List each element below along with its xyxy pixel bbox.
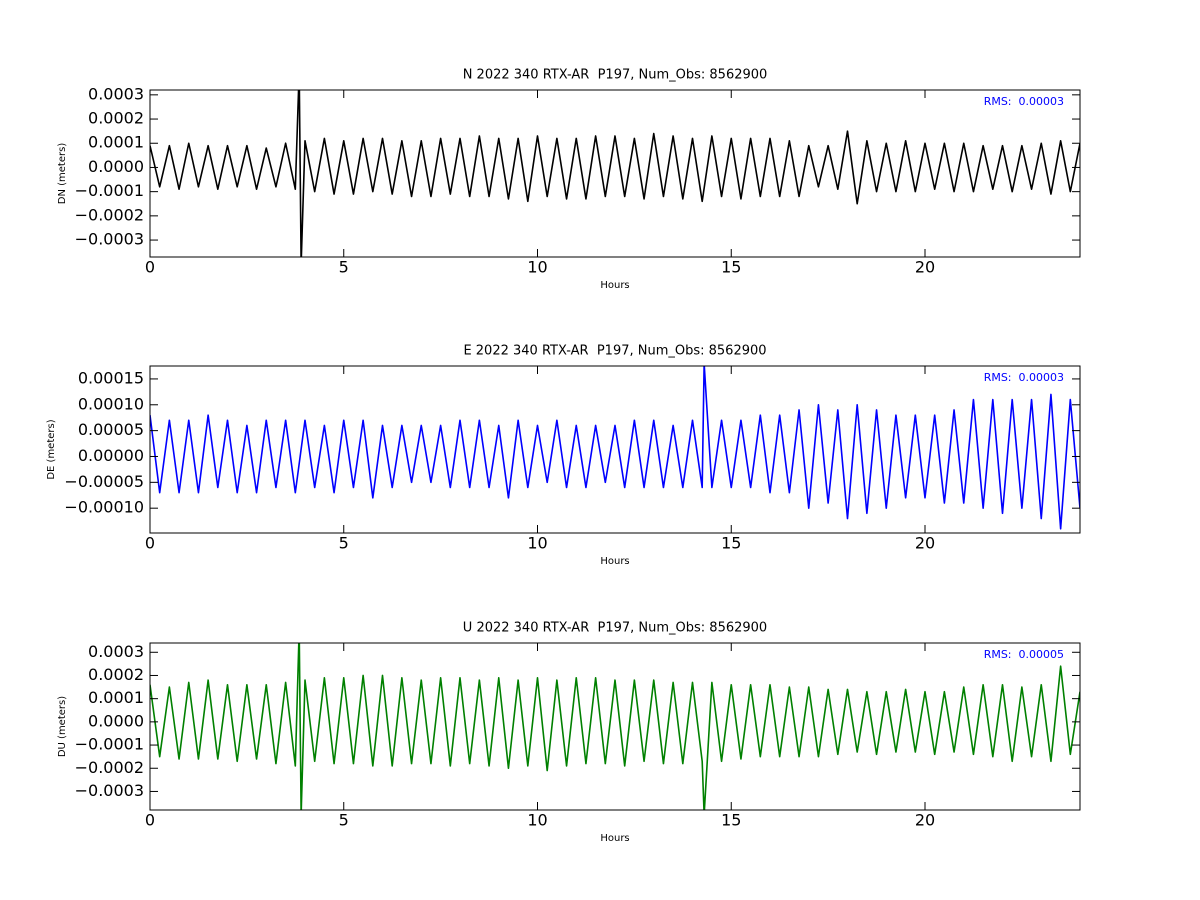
y-tick-label: −0.00010 <box>64 498 144 517</box>
data-line <box>150 643 1080 810</box>
rms-annotation: RMS: 0.00003 <box>984 371 1064 384</box>
y-tick-label: 0.0002 <box>88 665 144 684</box>
rms-annotation: RMS: 0.00005 <box>984 648 1064 661</box>
x-tick-label: 0 <box>145 534 155 553</box>
axes-frame <box>149 89 1081 258</box>
axes-frame <box>149 642 1081 811</box>
chart-title: E 2022 340 RTX-AR P197, Num_Obs: 8562900 <box>463 344 766 359</box>
x-tick-label: 5 <box>339 258 349 277</box>
x-tick-label: 20 <box>915 534 935 553</box>
y-tick-label: −0.0002 <box>75 758 144 777</box>
y-tick-label: 0.0003 <box>88 642 144 661</box>
x-tick-label: 15 <box>721 534 741 553</box>
y-tick-label: 0.0000 <box>88 157 144 176</box>
y-tick-label: −0.0002 <box>75 205 144 224</box>
x-tick-label: 0 <box>145 258 155 277</box>
x-tick-label: 15 <box>721 811 741 830</box>
y-tick-label: −0.0001 <box>75 735 144 754</box>
data-line <box>150 366 1080 530</box>
x-axis-label: Hours <box>600 280 629 291</box>
chart-title: U 2022 340 RTX-AR P197, Num_Obs: 8562900 <box>463 621 767 636</box>
rms-annotation: RMS: 0.00003 <box>984 95 1064 108</box>
y-tick-label: 0.00000 <box>78 446 144 465</box>
x-axis-label: Hours <box>600 556 629 567</box>
x-tick-label: 10 <box>527 534 547 553</box>
x-tick-label: 5 <box>339 811 349 830</box>
x-tick-label: 10 <box>527 811 547 830</box>
x-axis-label: Hours <box>600 833 629 844</box>
y-tick-label: −0.0003 <box>75 230 144 249</box>
y-tick-label: 0.0002 <box>88 109 144 128</box>
y-tick-label: −0.0003 <box>75 781 144 800</box>
chart-title: N 2022 340 RTX-AR P197, Num_Obs: 8562900 <box>463 68 768 83</box>
y-axis-label: DN (meters) <box>57 143 68 205</box>
y-tick-label: 0.0003 <box>88 84 144 103</box>
y-tick-label: 0.00010 <box>78 394 144 413</box>
y-tick-label: 0.0001 <box>88 688 144 707</box>
y-tick-label: 0.0000 <box>88 711 144 730</box>
y-axis-label: DU (meters) <box>57 696 68 757</box>
y-tick-label: 0.0001 <box>88 133 144 152</box>
x-tick-label: 5 <box>339 534 349 553</box>
x-tick-label: 15 <box>721 258 741 277</box>
y-tick-label: −0.0001 <box>75 181 144 200</box>
data-line <box>150 90 1080 257</box>
y-axis-label: DE (meters) <box>46 419 57 479</box>
y-tick-label: 0.00015 <box>78 368 144 387</box>
x-tick-label: 10 <box>527 258 547 277</box>
axes-frame <box>149 365 1081 534</box>
y-tick-label: 0.00005 <box>78 420 144 439</box>
x-tick-label: 20 <box>915 811 935 830</box>
y-tick-label: −0.00005 <box>64 472 144 491</box>
x-tick-label: 20 <box>915 258 935 277</box>
x-tick-label: 0 <box>145 811 155 830</box>
